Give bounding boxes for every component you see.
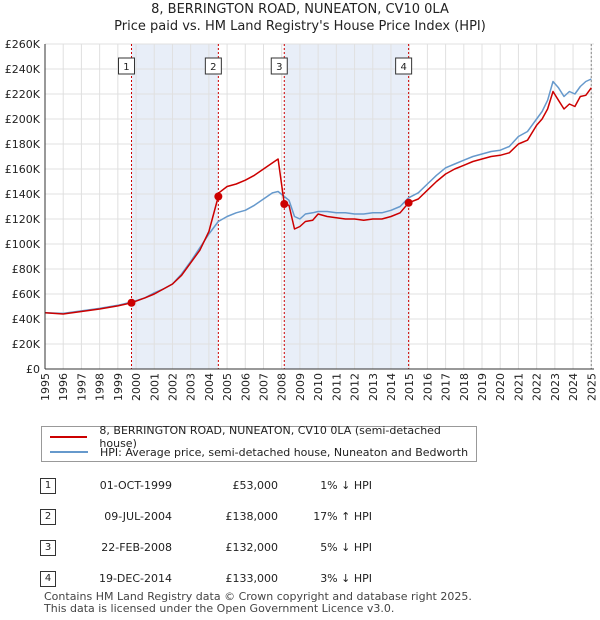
sale-date: 01-OCT-1999 (99, 479, 172, 492)
legend-swatch-property (50, 436, 88, 438)
x-tick-label: 2024 (567, 373, 580, 401)
x-tick-label: 2013 (367, 373, 380, 401)
x-tick-label: 2020 (494, 373, 507, 401)
x-tick-label: 2005 (221, 373, 234, 401)
legend-item-property: 8, BERRINGTON ROAD, NUNEATON, CV10 0LA (… (50, 424, 476, 450)
hpi-line (44, 78, 592, 315)
sale-label-box (270, 57, 288, 75)
y-tick-label: £0 (26, 363, 40, 376)
sale-price: £133,000 (225, 572, 279, 585)
x-tick-label: 2018 (458, 373, 471, 401)
x-tick-label: 2014 (385, 373, 398, 401)
x-tick-label: 2017 (440, 373, 453, 401)
x-tick-label: 2004 (203, 373, 216, 401)
x-tick-label: 2002 (166, 373, 179, 401)
footer-copyright: Contains HM Land Registry data © Crown c… (44, 590, 472, 603)
y-tick-label: £240K (5, 63, 41, 76)
x-tick-label: 2010 (312, 373, 325, 401)
x-tick-label: 2015 (403, 373, 416, 401)
x-tick-label: 2021 (512, 373, 525, 401)
sales-table: 1 01-OCT-1999 £53,000 1% ↓ HPI 2 09-JUL-… (40, 470, 372, 594)
x-tick-label: 1996 (57, 373, 70, 401)
legend-label-hpi: HPI: Average price, semi-detached house,… (100, 445, 469, 459)
shaded-period (284, 44, 409, 369)
sale-price: £53,000 (232, 479, 279, 492)
sale-number-badge: 3 (40, 539, 56, 556)
chart-legend: 8, BERRINGTON ROAD, NUNEATON, CV10 0LA (… (41, 424, 477, 462)
y-tick-label: £80K (12, 263, 41, 276)
y-tick-label: £100K (5, 238, 41, 251)
sale-date: 09-JUL-2004 (104, 510, 172, 523)
x-tick-label: 2008 (276, 373, 289, 401)
x-tick-label: 2001 (148, 373, 161, 401)
table-row: 1 01-OCT-1999 £53,000 1% ↓ HPI (40, 470, 372, 501)
sale-label-box (117, 57, 135, 75)
sale-number-badge: 2 (40, 508, 56, 525)
sale-number-badge: 1 (40, 477, 56, 494)
y-tick-label: £120K (5, 213, 41, 226)
sale-label-number: 1 (123, 62, 129, 73)
x-tick-label: 2009 (294, 373, 307, 401)
x-tick-label: 2000 (130, 373, 143, 401)
legend-label-property: 8, BERRINGTON ROAD, NUNEATON, CV10 0LA (… (99, 424, 441, 450)
sale-label-box (395, 57, 413, 75)
sale-hpi-diff: 17% ↑ HPI (313, 510, 372, 523)
sale-point (214, 192, 223, 201)
sale-hpi-diff: 5% ↓ HPI (320, 541, 372, 554)
sale-point (280, 200, 289, 208)
sale-label-number: 3 (276, 62, 282, 73)
footer-licence: This data is licensed under the Open Gov… (44, 602, 395, 615)
sale-label-number: 4 (400, 62, 406, 73)
legend-item-hpi: HPI: Average price, semi-detached house,… (50, 445, 468, 459)
sale-hpi-diff: 3% ↓ HPI (320, 572, 372, 585)
x-tick-label: 2011 (330, 373, 343, 401)
x-tick-label: 2025 (585, 373, 598, 401)
chart-title-line2: Price paid vs. HM Land Registry's House … (114, 19, 486, 34)
y-tick-label: £140K (5, 188, 41, 201)
sale-number-badge: 4 (40, 570, 56, 587)
x-tick-label: 2012 (349, 373, 362, 401)
x-tick-label: 1999 (112, 373, 125, 401)
sale-date: 22-FEB-2008 (101, 541, 172, 554)
chart-title-line1: 8, BERRINGTON ROAD, NUNEATON, CV10 0LA (151, 2, 449, 17)
x-tick-label: 1995 (39, 373, 52, 401)
shaded-period (131, 44, 219, 369)
x-tick-label: 2003 (185, 373, 198, 401)
y-tick-label: £220K (5, 88, 41, 101)
sale-hpi-diff: 1% ↓ HPI (320, 479, 372, 492)
y-tick-label: £160K (5, 163, 41, 176)
sale-label-box (204, 57, 222, 75)
y-tick-label: £200K (5, 113, 41, 126)
x-tick-label: 2022 (531, 373, 544, 401)
legend-swatch-hpi (50, 451, 88, 453)
y-tick-label: £60K (12, 288, 41, 301)
x-tick-label: 2006 (239, 373, 252, 401)
table-row: 2 09-JUL-2004 £138,000 17% ↑ HPI (40, 501, 372, 532)
sale-date: 19-DEC-2014 (98, 572, 172, 585)
sale-label-number: 2 (210, 62, 216, 73)
price-chart: 1 2 3 4 £0 £20K £40K £60K £80K £100K £120K £140K £1… (5, 38, 598, 401)
sale-point (127, 298, 136, 307)
table-row: 4 19-DEC-2014 £133,000 3% ↓ HPI (40, 563, 372, 594)
x-tick-label: 2007 (258, 373, 271, 401)
x-tick-label: 1997 (75, 373, 88, 401)
x-tick-label: 2016 (421, 373, 434, 401)
table-row: 3 22-FEB-2008 £132,000 5% ↓ HPI (40, 532, 372, 563)
y-tick-label: £20K (12, 338, 41, 351)
sale-price: £132,000 (225, 541, 279, 554)
property-price-line (44, 87, 592, 315)
sale-point (404, 198, 413, 207)
x-tick-label: 2019 (476, 373, 489, 401)
x-tick-label: 2023 (549, 373, 562, 401)
y-tick-label: £180K (5, 138, 41, 151)
sale-price: £138,000 (225, 510, 279, 523)
y-tick-label: £260K (5, 38, 41, 51)
x-tick-label: 1998 (94, 373, 107, 401)
y-tick-label: £40K (12, 313, 41, 326)
